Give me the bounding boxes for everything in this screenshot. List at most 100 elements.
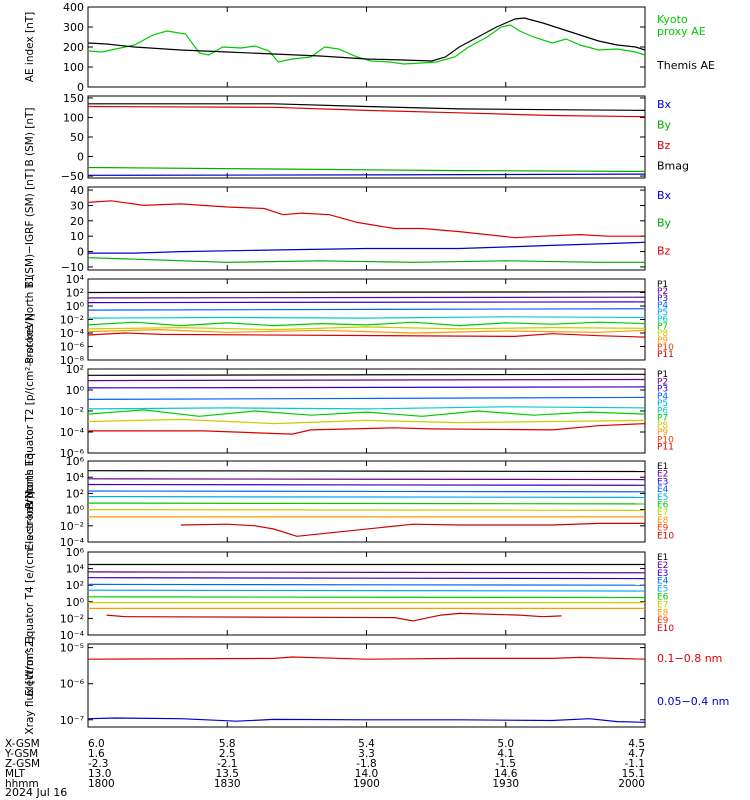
y-tick-label: 10⁻⁴	[60, 629, 85, 642]
panel-frame	[87, 643, 646, 728]
series-line-0-05-0-4-nm	[88, 717, 645, 723]
ephemeris-value: 1900	[353, 778, 380, 790]
legend-p10: P10	[657, 343, 674, 353]
series-line-e3	[88, 577, 645, 580]
ephemeris-value: 13.0	[88, 768, 111, 780]
y-tick-label: 0	[77, 246, 84, 259]
series-line-p2	[88, 296, 645, 299]
legend-p2: P2	[657, 377, 668, 387]
ephemeris-value: 5.0	[497, 738, 514, 750]
series-line-p5	[88, 406, 645, 410]
legend-e9: E9	[657, 524, 669, 534]
series-line-p2	[88, 378, 645, 382]
legend-kyoto: Kyoto	[657, 13, 688, 26]
ephemeris-value: 4.5	[628, 738, 645, 750]
series-line-p4	[88, 396, 645, 400]
legend-e6: E6	[657, 501, 669, 511]
series-line-e10	[106, 612, 562, 622]
y-tick-label: 100	[63, 111, 84, 124]
y-tick-label: 50	[70, 131, 84, 144]
legend-p1: P1	[657, 280, 668, 290]
series-line-e1	[88, 470, 645, 473]
y-tick-label: 10⁻⁷	[60, 714, 84, 727]
ephemeris-value: -2.1	[217, 758, 238, 770]
y-axis-label: Electrons Equator T4 [e/(cm²-s-sr-keV)]	[24, 491, 36, 696]
series-line-kyoto-proxy-ae	[88, 24, 645, 65]
series-line-p5	[88, 316, 645, 319]
legend-e6: E6	[657, 593, 669, 603]
legend-e8: E8	[657, 516, 669, 526]
legend-p1: P1	[657, 370, 668, 380]
panel-2: −50 0 50 100 150 B (SM) [nT] Bx By Bz Bmag	[24, 92, 689, 183]
date-label: 2024 Jul 16	[5, 786, 67, 799]
legend-0-1-0-8-nm: 0.1−0.8 nm	[657, 652, 722, 665]
series-line-p10	[88, 332, 645, 338]
legend-e10: E10	[657, 624, 674, 634]
legend-e2: E2	[657, 470, 668, 480]
legend-p8: P8	[657, 329, 668, 339]
series-line-by	[88, 166, 645, 172]
panel-frame	[87, 460, 646, 543]
y-tick-label: 0	[77, 151, 84, 164]
y-tick-label: 10²	[66, 287, 84, 300]
series-line-bz	[88, 200, 645, 239]
ephemeris-value: 1830	[214, 778, 241, 790]
legend-p9: P9	[657, 428, 668, 438]
series-line-p1	[88, 291, 645, 294]
series-line-0-1-0-8-nm	[88, 656, 645, 660]
ephemeris-value: 5.8	[219, 738, 236, 750]
y-tick-label: 30	[70, 199, 84, 212]
legend-e1: E1	[657, 553, 668, 563]
legend-e7: E7	[657, 600, 668, 610]
legend-bx: Bx	[657, 189, 672, 202]
series-line-e10	[180, 522, 645, 537]
series-line-p3	[88, 386, 645, 389]
y-tick-label: 10⁻²	[60, 405, 84, 418]
panel-frame	[87, 368, 646, 454]
ephemeris-value: 13.5	[216, 768, 239, 780]
y-axis-label: AE index [nT]	[24, 12, 36, 82]
series-line-e7	[88, 509, 645, 511]
series-line-e5	[88, 589, 645, 592]
series-line-p6	[88, 321, 645, 327]
series-line-by	[88, 257, 645, 263]
series-line-e4	[88, 490, 645, 493]
ephemeris-value: 1.6	[88, 748, 105, 760]
legend-p4: P4	[657, 301, 668, 311]
legend-e5: E5	[657, 493, 668, 503]
series-line-e4	[88, 583, 645, 586]
panel-7: 10⁻⁴ 10⁻² 10⁰ 10² 10⁴ 10⁶ Electrons Equator T4…	[24, 491, 674, 696]
panel-6: 10⁻⁴ 10⁻² 10⁰ 10² 10⁴ 10⁶ Electrons North T3 E1…	[24, 453, 674, 551]
series-line-p1	[88, 373, 645, 376]
legend-e1: E1	[657, 462, 668, 472]
series-line-bx	[88, 173, 645, 176]
y-tick-label: 10⁻⁶	[60, 341, 85, 354]
y-tick-label: 10⁻⁴	[60, 536, 85, 549]
legend-bz: Bz	[657, 139, 671, 152]
series-line-e2	[88, 571, 645, 574]
y-tick-label: 10⁶	[66, 546, 85, 559]
y-tick-label: 10⁴	[66, 273, 85, 286]
ephemeris-row-label: MLT	[5, 768, 25, 780]
legend-p5: P5	[657, 399, 668, 409]
y-tick-label: 0	[77, 81, 84, 94]
y-tick-label: 100	[63, 61, 84, 74]
series-line-p3	[88, 301, 645, 304]
legend-0-05-0-4-nm: 0.05−0.4 nm	[657, 695, 729, 708]
y-axis-label: B (SM) [nT]	[24, 107, 36, 166]
legend-e8: E8	[657, 608, 669, 618]
y-tick-label: 40	[70, 184, 84, 197]
panel-3: −10 0 10 20 30 40 B (SM)−IGRF (SM) [nT] Bx By Bz	[24, 169, 672, 289]
legend-p6: P6	[657, 315, 668, 325]
legend-proxy-ae: proxy AE	[657, 25, 706, 38]
series-line-p4	[88, 308, 645, 311]
y-tick-label: 10⁰	[66, 596, 85, 609]
legend-e9: E9	[657, 616, 669, 626]
y-tick-label: 10⁻⁵	[60, 642, 84, 655]
legend-p10: P10	[657, 435, 674, 445]
ephemeris-value: 1800	[88, 778, 115, 790]
